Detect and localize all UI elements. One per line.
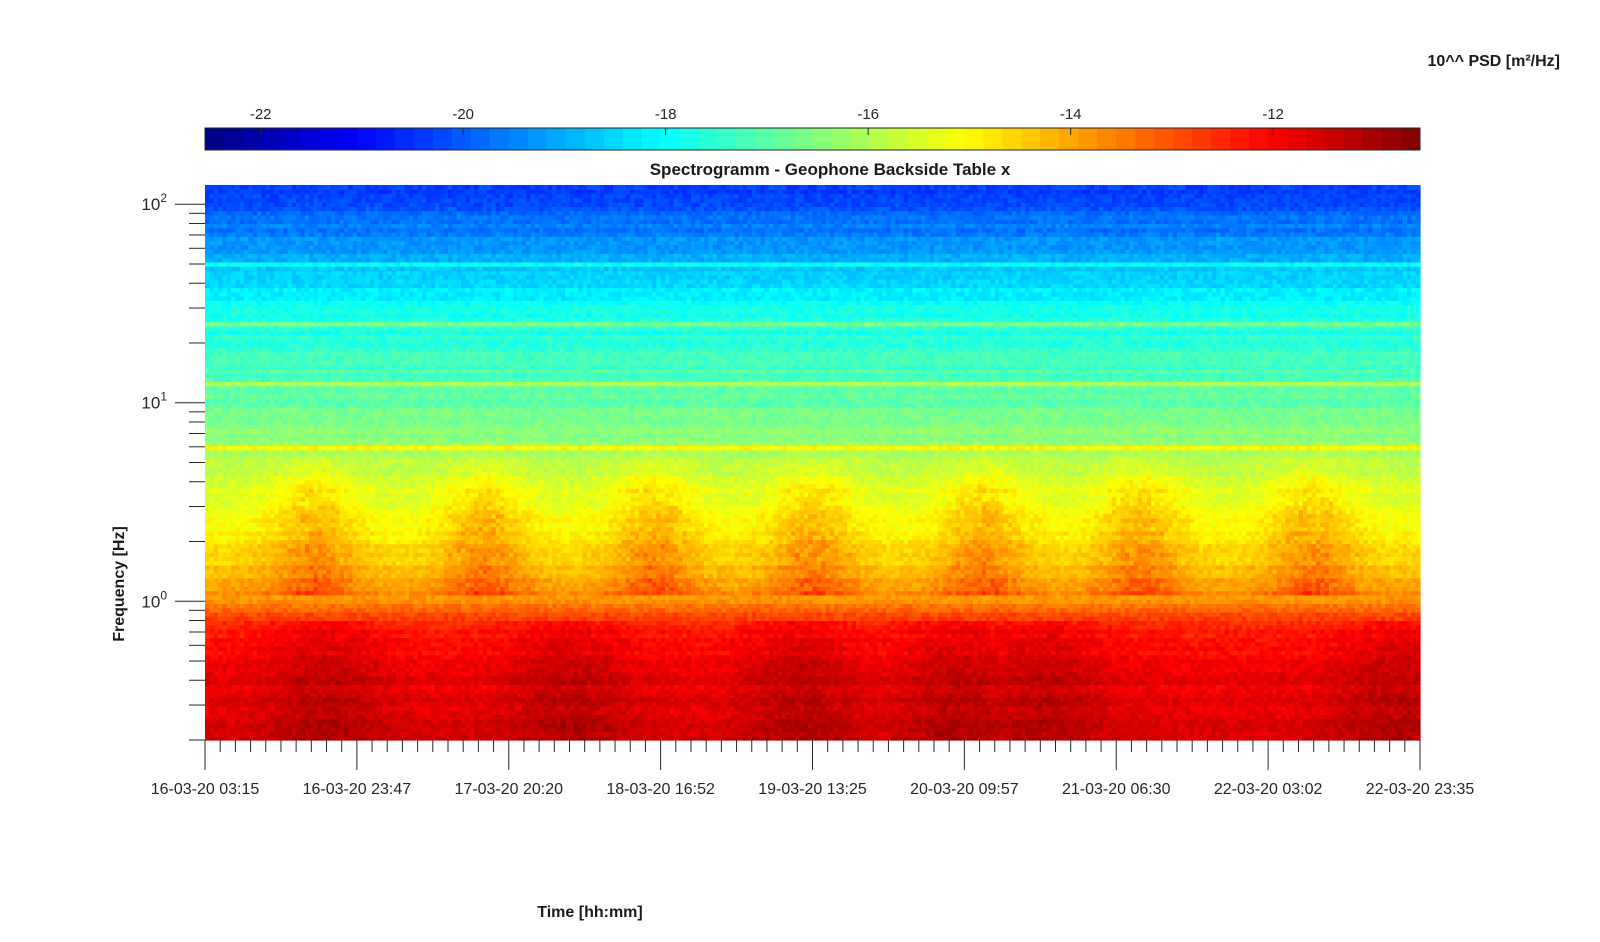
x-axis-label: Time [hh:mm] [490, 904, 690, 922]
colorbar-label: 10^^ PSD [m²/Hz] [1428, 53, 1560, 71]
chart-title: Spectrogramm - Geophone Backside Table x [205, 160, 1455, 180]
